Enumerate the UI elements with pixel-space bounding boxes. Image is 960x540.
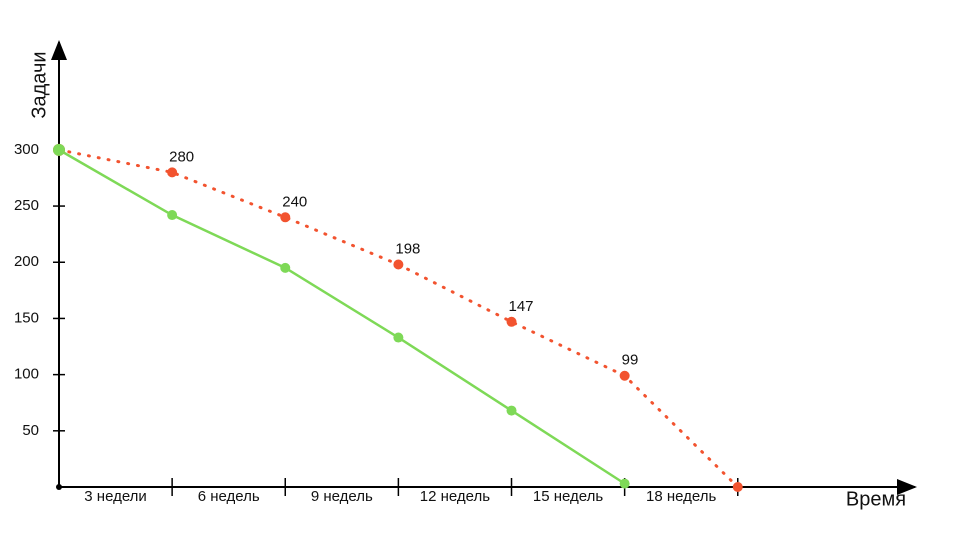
y-tick-label: 250: [14, 197, 39, 214]
x-tick-label: 12 недель: [420, 488, 490, 505]
x-tick-label: 18 недель: [646, 488, 716, 505]
data-label: 99: [622, 352, 639, 369]
point: [619, 478, 630, 489]
data-label: 240: [282, 193, 307, 210]
y-axis-title: Задачи: [28, 51, 50, 118]
data-label: 147: [509, 298, 534, 315]
point: [393, 332, 404, 343]
y-tick-label: 100: [14, 366, 39, 383]
point: [732, 482, 743, 492]
x-tick-label: 9 недель: [311, 488, 373, 505]
series-line: [57, 148, 740, 489]
point: [619, 370, 630, 381]
data-label: 198: [395, 240, 420, 257]
x-axis-title: Время: [846, 488, 906, 510]
point: [280, 262, 291, 273]
point: [53, 143, 65, 156]
y-tick-label: 200: [14, 253, 39, 270]
point: [506, 405, 517, 416]
point: [167, 167, 178, 178]
x-tick-label: 3 недели: [84, 488, 147, 505]
data-label: 280: [169, 148, 194, 165]
point: [167, 210, 178, 221]
point: [393, 259, 404, 270]
y-tick-label: 300: [14, 141, 39, 158]
origin: [56, 484, 62, 490]
y-tick-label: 150: [14, 309, 39, 326]
x-tick-label: 15 недель: [533, 488, 603, 505]
y-tick-label: 50: [22, 422, 39, 439]
point: [280, 212, 291, 223]
series-line: [58, 148, 626, 485]
point: [506, 316, 517, 327]
x-tick-label: 6 недель: [198, 488, 260, 505]
